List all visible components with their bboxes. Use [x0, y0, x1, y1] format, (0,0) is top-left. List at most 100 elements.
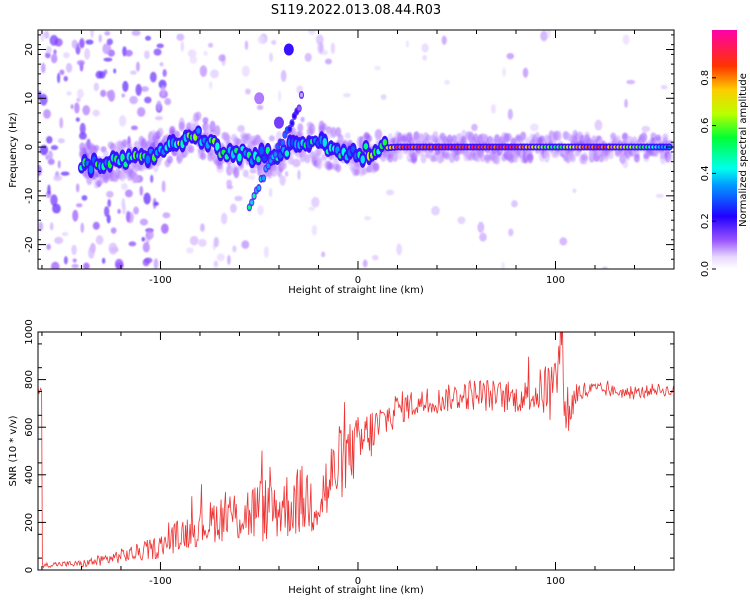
noise-blob [213, 236, 219, 248]
spectrogram-image [38, 30, 674, 269]
noise-blob [76, 97, 81, 103]
noise-blob [216, 253, 225, 262]
noise-blob [622, 34, 630, 45]
noise-blob [187, 49, 197, 58]
noise-blob [241, 240, 250, 249]
noise-blob [308, 206, 316, 211]
halo-blob [309, 123, 316, 135]
halo-blob [110, 142, 117, 153]
halo-blob [121, 139, 128, 148]
noise-blob [113, 68, 117, 74]
noise-blob [300, 116, 305, 123]
branch-core [297, 106, 301, 111]
halo-blob [494, 153, 501, 165]
noise-blob [507, 108, 513, 120]
halo-blob [482, 133, 489, 142]
feature-blob [254, 92, 265, 105]
noise-blob [160, 85, 166, 97]
noise-blob [126, 210, 131, 223]
halo-blob [633, 153, 640, 163]
noise-blob [280, 69, 287, 82]
halo-blob [214, 125, 221, 137]
x-tick-label: -100 [149, 275, 172, 286]
noise-blob [63, 256, 68, 265]
ridge-core [237, 153, 242, 162]
halo-blob [655, 134, 662, 141]
noise-blob [47, 184, 51, 195]
halo-blob [328, 162, 335, 170]
colorbar-ticks: 0.0 0.2 0.4 0.6 0.8 [700, 70, 716, 277]
noise-blob [245, 88, 251, 95]
branch-core [250, 200, 254, 205]
halo-blob [479, 153, 486, 162]
y-tick-label: 600 [24, 418, 35, 437]
branch-core [299, 92, 304, 98]
noise-blob [98, 34, 102, 43]
noise-blob [129, 95, 138, 105]
noise-blob [46, 243, 51, 250]
noise-blob [43, 109, 51, 119]
colorbar-tick-label: 0.4 [700, 165, 711, 181]
colorbar-tick-label: 0.8 [700, 70, 711, 86]
noise-blob [135, 83, 142, 96]
halo-blob [396, 148, 403, 161]
noise-blob [457, 216, 466, 225]
noise-blob [156, 100, 162, 111]
noise-blob [162, 212, 171, 219]
halo-blob [659, 149, 666, 160]
noise-blob [374, 129, 383, 141]
noise-blob [84, 48, 91, 60]
noise-blob [241, 65, 250, 77]
y-tick-label: 0 [24, 567, 35, 573]
ridge-core [120, 153, 125, 162]
halo-blob [188, 145, 195, 154]
halo-blob [392, 150, 399, 163]
noise-blob [129, 70, 137, 75]
noise-blob [227, 254, 231, 265]
halo-blob [83, 142, 90, 154]
noise-blob [189, 56, 198, 64]
noise-blob [100, 89, 107, 98]
noise-blob [257, 35, 266, 45]
noise-blob [186, 247, 194, 254]
noise-blob [153, 48, 162, 56]
noise-blob [115, 262, 124, 269]
noise-blob [80, 222, 85, 234]
snr-frame [37, 331, 675, 571]
noise-blob [71, 39, 78, 49]
noise-blob [164, 98, 172, 106]
halo-blob [344, 132, 351, 139]
halo-blob [425, 134, 432, 142]
colorbar: 0.0 0.2 0.4 0.6 0.8 Normalized spectral ampl… [700, 30, 749, 277]
noise-blob [133, 206, 139, 215]
noise-blob [59, 117, 64, 129]
halo-blob [520, 131, 527, 141]
halo-blob [619, 152, 626, 165]
noise-blob [308, 30, 316, 35]
branch-core [280, 140, 285, 145]
noise-blob [237, 124, 245, 133]
noise-blob [141, 236, 146, 242]
noise-blob [108, 89, 116, 102]
noise-blob [130, 125, 138, 131]
noise-blob [101, 257, 106, 264]
halo-blob [200, 152, 207, 161]
noise-blob [106, 38, 114, 46]
halo-blob [494, 134, 501, 144]
halo-blob [335, 163, 342, 173]
noise-blob [546, 30, 551, 39]
noise-blob [76, 88, 84, 99]
branch-core [247, 205, 251, 210]
noise-blob [431, 205, 440, 216]
noise-blob [257, 204, 264, 216]
noise-blob [75, 117, 80, 122]
noise-blob [226, 185, 234, 190]
halo-blob [202, 117, 209, 124]
noise-blob [82, 105, 91, 116]
ridge-core [322, 137, 327, 147]
noise-blob [63, 52, 70, 59]
noise-blob [78, 132, 87, 140]
branch-core [290, 120, 294, 126]
noise-blob [362, 259, 368, 268]
colorbar-tick-label: 0.0 [700, 261, 711, 277]
